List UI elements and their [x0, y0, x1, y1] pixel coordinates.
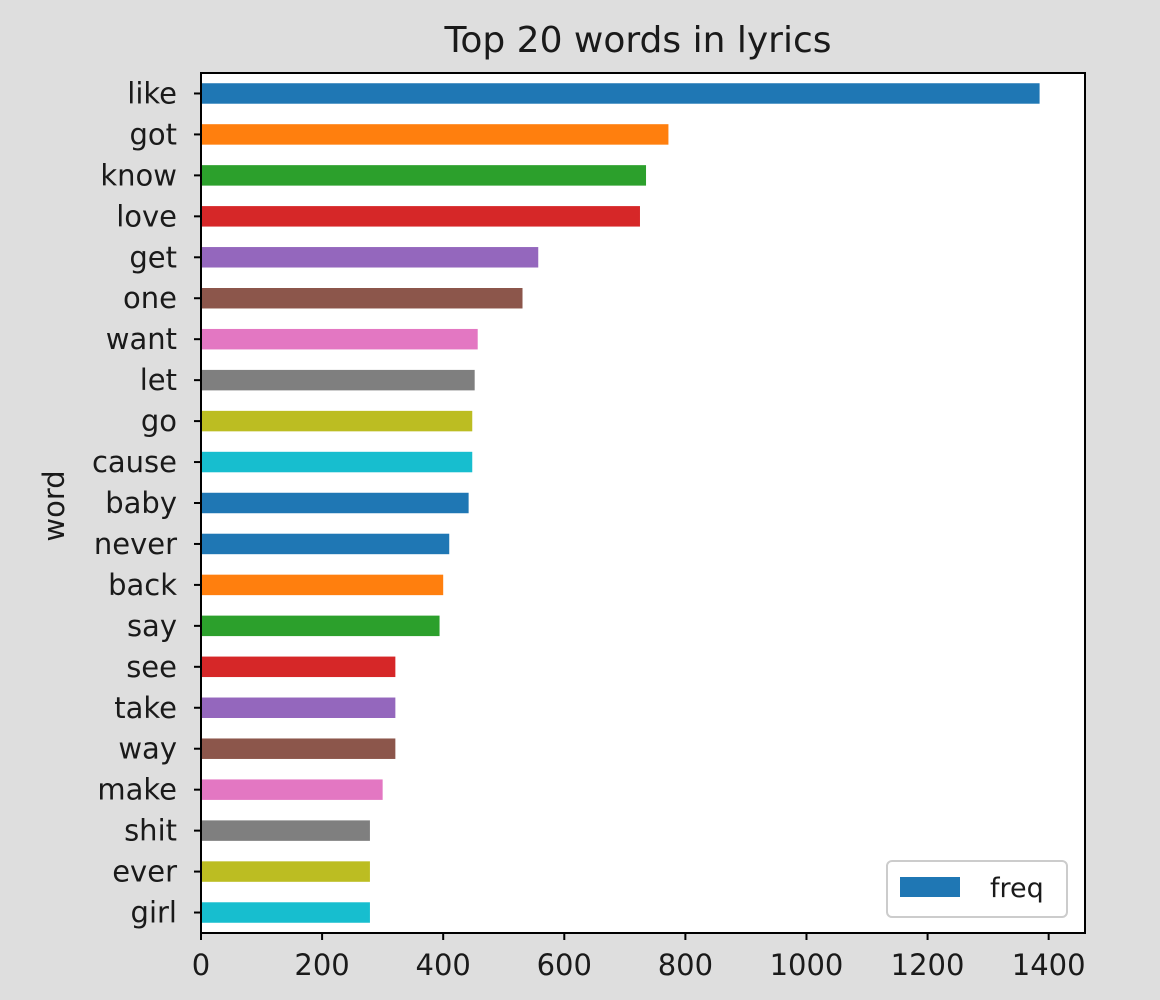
y-tick-label: say [127, 609, 177, 643]
x-tick-label: 1000 [770, 948, 844, 982]
bar-want [201, 328, 478, 350]
bar-get [201, 247, 539, 268]
legend: freq [886, 860, 1068, 918]
bar-say [201, 615, 440, 637]
y-tick-label: got [129, 117, 177, 151]
bar-take [201, 697, 396, 718]
bar-got [201, 124, 669, 145]
y-tick-label: take [114, 691, 177, 725]
x-tick-label: 1400 [1012, 948, 1086, 982]
y-axis-label: word [37, 470, 71, 541]
x-tick-label: 400 [416, 948, 471, 982]
x-tick-label: 200 [294, 948, 349, 982]
bar-let [201, 369, 475, 391]
bar-back [201, 574, 444, 596]
bar-know [201, 165, 647, 186]
x-tick-label: 0 [192, 948, 210, 982]
bar-love [201, 206, 640, 227]
bar-never [201, 533, 450, 555]
bar-see [201, 656, 396, 678]
x-tick-label: 1200 [891, 948, 965, 982]
y-tick-label: girl [131, 896, 177, 930]
y-tick-label: want [106, 322, 177, 356]
y-tick-label: baby [105, 486, 177, 520]
y-tick-label: shit [124, 814, 177, 848]
bar-way [201, 738, 396, 759]
y-tick-label: one [123, 281, 177, 315]
legend-swatch [900, 877, 960, 897]
chart-title: Top 20 words in lyrics [443, 20, 831, 61]
bar-girl [201, 902, 370, 923]
y-tick-label: like [127, 76, 177, 110]
y-tick-label: back [108, 568, 177, 602]
bar-cause [201, 451, 473, 473]
legend-box [886, 860, 1068, 918]
y-tick-label: way [118, 732, 177, 766]
bar-ever [201, 861, 370, 882]
bar-like [201, 83, 1040, 104]
legend-label-freq: freq [990, 873, 1044, 904]
y-tick-label: go [141, 404, 177, 438]
y-tick-label: see [126, 650, 177, 684]
x-tick-label: 600 [537, 948, 592, 982]
y-tick-label: get [129, 240, 177, 274]
x-tick-label: 800 [658, 948, 713, 982]
y-tick-label: never [94, 527, 177, 561]
bar-baby [201, 492, 469, 514]
y-tick-label: ever [112, 855, 177, 889]
bar-make [201, 779, 383, 800]
bar-go [201, 410, 473, 432]
bar-one [201, 288, 523, 309]
y-tick-label: make [97, 773, 177, 807]
y-tick-label: cause [92, 445, 177, 479]
bar-shit [201, 820, 370, 841]
y-tick-label: know [100, 158, 177, 192]
y-tick-label: let [140, 363, 177, 397]
y-tick-label: love [116, 199, 177, 233]
